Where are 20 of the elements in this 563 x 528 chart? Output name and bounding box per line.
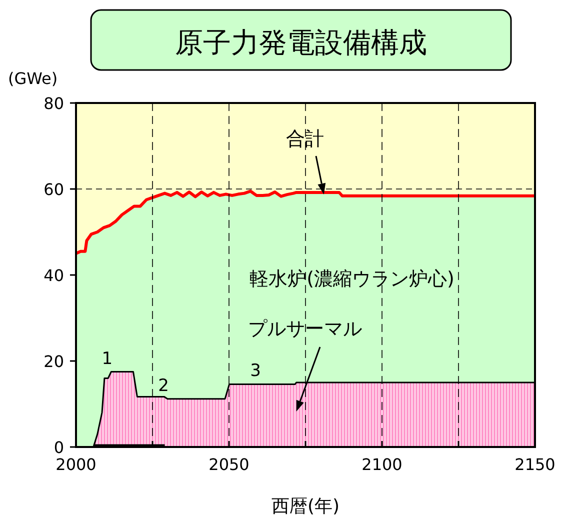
y-tick-label: 0 <box>54 438 64 457</box>
y-tick-label: 40 <box>44 266 64 285</box>
y-axis-title: (GWe) <box>8 69 58 88</box>
y-tick-label: 20 <box>44 352 64 371</box>
chart-title: 原子力発電設備構成 <box>175 26 427 59</box>
series-label: 軽水炉(濃縮ウラン炉心) <box>250 268 454 290</box>
annotation: 1 <box>102 348 113 369</box>
y-tick-label: 80 <box>44 94 64 113</box>
x-tick-label: 2150 <box>514 455 556 474</box>
x-tick-label: 2000 <box>56 455 96 474</box>
x-tick-label: 2100 <box>362 455 402 474</box>
line-series <box>74 190 536 255</box>
annotation: 3 <box>250 361 262 382</box>
x-tick-label: 2050 <box>208 455 250 474</box>
title: 原子力発電設備構成 <box>90 9 512 71</box>
annotation: 2 <box>158 376 169 396</box>
x-axis-title: 西暦(年) <box>271 496 340 517</box>
text: 合計 <box>286 128 324 150</box>
y-tick-label: 60 <box>44 180 64 199</box>
text: プルサーマル <box>248 318 362 340</box>
